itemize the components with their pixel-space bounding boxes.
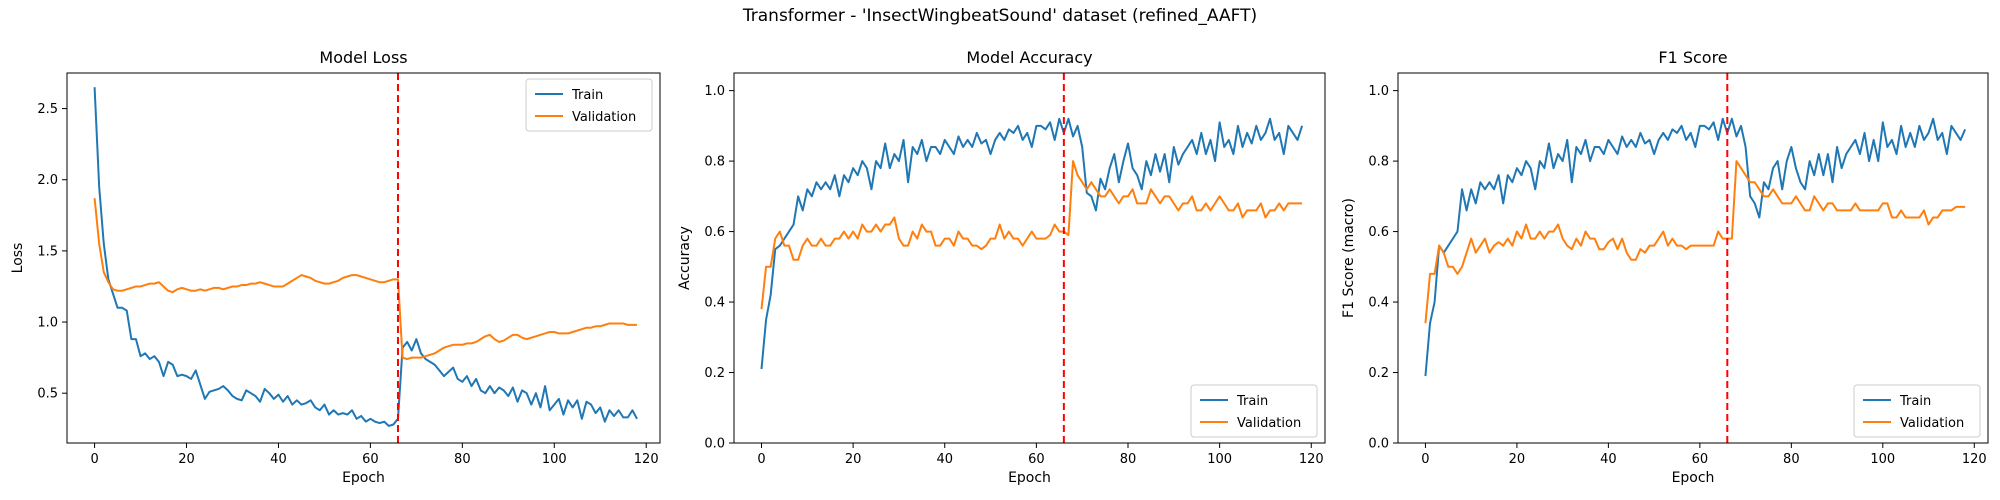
y-tick-label: 0.2 bbox=[704, 366, 725, 381]
x-tick-label: 60 bbox=[1692, 452, 1709, 467]
x-tick-label: 20 bbox=[1509, 452, 1526, 467]
x-tick-label: 40 bbox=[1600, 452, 1617, 467]
y-tick-label: 0.8 bbox=[704, 155, 725, 170]
legend-label-validation: Validation bbox=[1900, 416, 1964, 431]
x-tick-label: 0 bbox=[1421, 452, 1429, 467]
legend-box bbox=[1190, 384, 1318, 438]
plot-frame bbox=[1397, 72, 1989, 444]
x-tick-label: 100 bbox=[542, 452, 567, 467]
legend-label-validation: Validation bbox=[572, 110, 636, 125]
chart-panel-1: Model Loss 0 20 40 60 80 100 120 0.5 1.0 1.5 2.0 2.5… bbox=[10, 48, 661, 486]
y-tick-label: 0.4 bbox=[704, 296, 725, 311]
x-axis-label: Epoch bbox=[1672, 470, 1715, 486]
plot-frame bbox=[66, 72, 661, 444]
legend-label-train: Train bbox=[571, 88, 603, 103]
chart-panel-2: Model Accuracy 0 20 40 60 80 100 120 0.0 0.2 0.4 0.… bbox=[677, 48, 1326, 486]
series-line-train bbox=[1424, 117, 1967, 377]
legend-label-validation: Validation bbox=[1237, 416, 1301, 431]
x-tick-label: 100 bbox=[1207, 452, 1232, 467]
y-tick-label: 0.6 bbox=[1368, 225, 1389, 240]
x-tick-label: 120 bbox=[634, 452, 659, 467]
y-axis-label: Accuracy bbox=[677, 226, 693, 290]
x-tick-label: 80 bbox=[1783, 452, 1800, 467]
chart-title: Model Loss bbox=[319, 48, 407, 67]
legend: Train Validation bbox=[1853, 384, 1981, 438]
y-tick-label: 1.5 bbox=[37, 244, 58, 259]
x-tick-label: 100 bbox=[1870, 452, 1895, 467]
series-line-train bbox=[760, 117, 1304, 370]
x-tick-label: 60 bbox=[362, 452, 379, 467]
y-tick-label: 0.4 bbox=[1368, 296, 1389, 311]
legend: Train Validation bbox=[1190, 384, 1318, 438]
y-tick-label: 1.0 bbox=[704, 84, 725, 99]
y-tick-label: 2.5 bbox=[37, 102, 58, 117]
x-tick-label: 0 bbox=[90, 452, 98, 467]
figure-suptitle: Transformer - 'InsectWingbeatSound' data… bbox=[742, 6, 1258, 26]
series-line-validation bbox=[1424, 160, 1966, 324]
x-tick-label: 20 bbox=[845, 452, 862, 467]
legend: Train Validation bbox=[525, 78, 653, 132]
y-tick-label: 1.0 bbox=[1368, 84, 1389, 99]
plot-frame bbox=[733, 72, 1326, 444]
plot-area bbox=[93, 87, 638, 427]
y-axis-label: Loss bbox=[10, 243, 26, 274]
legend-box bbox=[1853, 384, 1981, 438]
x-axis-label: Epoch bbox=[342, 470, 385, 486]
x-tick-label: 80 bbox=[454, 452, 471, 467]
x-axis-label: Epoch bbox=[1008, 470, 1051, 486]
y-tick-label: 0.0 bbox=[704, 437, 725, 452]
y-tick-label: 0.5 bbox=[37, 387, 58, 402]
y-axis-label: F1 Score (macro) bbox=[1341, 198, 1357, 318]
legend-label-train: Train bbox=[1899, 394, 1931, 409]
x-tick-label: 40 bbox=[270, 452, 287, 467]
chart-title: F1 Score bbox=[1658, 48, 1727, 67]
series-line-validation bbox=[93, 198, 638, 361]
x-tick-label: 0 bbox=[757, 452, 765, 467]
x-tick-label: 60 bbox=[1028, 452, 1045, 467]
legend-label-train: Train bbox=[1236, 394, 1268, 409]
chart-panel-3: F1 Score 0 20 40 60 80 100 120 0.0 0.2 0.4 0.6 0.8 1.… bbox=[1341, 48, 1989, 486]
x-tick-label: 40 bbox=[936, 452, 953, 467]
legend-box bbox=[525, 78, 653, 132]
series-line-validation bbox=[760, 160, 1303, 310]
y-tick-label: 2.0 bbox=[37, 173, 58, 188]
y-tick-label: 0.2 bbox=[1368, 366, 1389, 381]
series-line-train bbox=[93, 87, 638, 427]
x-tick-label: 120 bbox=[1962, 452, 1987, 467]
chart-title: Model Accuracy bbox=[966, 48, 1092, 67]
y-tick-label: 0.0 bbox=[1368, 437, 1389, 452]
y-tick-label: 0.8 bbox=[1368, 155, 1389, 170]
y-tick-label: 0.6 bbox=[704, 225, 725, 240]
x-tick-label: 80 bbox=[1120, 452, 1137, 467]
plot-area bbox=[760, 117, 1304, 370]
x-tick-label: 120 bbox=[1299, 452, 1324, 467]
x-tick-label: 20 bbox=[178, 452, 195, 467]
y-tick-label: 1.0 bbox=[37, 316, 58, 331]
plot-area bbox=[1424, 117, 1967, 377]
